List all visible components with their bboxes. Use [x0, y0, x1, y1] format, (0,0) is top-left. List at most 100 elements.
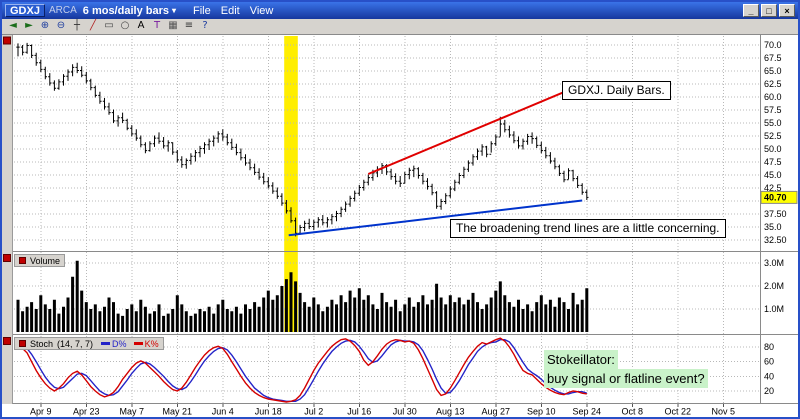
svg-text:2.0M: 2.0M	[764, 281, 784, 291]
svg-text:Oct 22: Oct 22	[664, 407, 691, 417]
menu-bar: File Edit View	[188, 5, 278, 17]
svg-text:20: 20	[764, 386, 774, 396]
stoch-pane-handle-icon[interactable]	[19, 340, 26, 347]
crosshair-icon[interactable]: ┼	[73, 20, 81, 31]
svg-text:47.5: 47.5	[764, 157, 782, 167]
svg-text:40.70: 40.70	[764, 192, 787, 202]
broadening-note-annotation[interactable]: The broadening trend lines are a little …	[450, 219, 726, 238]
maximize-button[interactable]: □	[761, 4, 777, 17]
legend-label: K%	[144, 338, 159, 349]
legend-swatch-icon	[133, 342, 143, 345]
grid-toggle-icon[interactable]: ▦	[168, 20, 178, 31]
svg-text:1.0M: 1.0M	[764, 304, 784, 314]
svg-text:May 21: May 21	[162, 407, 192, 417]
svg-text:40: 40	[764, 371, 774, 381]
window-titlebar[interactable]: GDXJ ARCA 6 mos/daily bars ▾ File Edit Vie…	[2, 2, 798, 19]
trendline-tool-icon[interactable]: ╱	[89, 20, 97, 31]
ellipse-tool-icon[interactable]: ○	[120, 20, 130, 31]
svg-text:Jul 2: Jul 2	[304, 407, 323, 417]
stoch-legend: D% K%	[101, 339, 159, 349]
help-icon[interactable]: ?	[202, 20, 208, 31]
upper-broadening-trendline[interactable]	[367, 89, 569, 175]
svg-text:80: 80	[764, 342, 774, 352]
volume-pane-handle-icon[interactable]	[19, 257, 26, 264]
lower-broadening-trendline[interactable]	[288, 199, 583, 237]
legend-kpct[interactable]: K%	[133, 338, 159, 349]
svg-text:Oct 8: Oct 8	[621, 407, 643, 417]
toolbar-icons: ◄ ► ⊕ ⊖ ┼ ╱ ▭ ○ A T ▦ ≡?	[6, 20, 212, 33]
legend-swatch-icon	[101, 342, 111, 345]
chart-title-annotation[interactable]: GDXJ. Daily Bars.	[562, 81, 671, 100]
svg-text:Jul 30: Jul 30	[393, 407, 417, 417]
pane-handle-icon[interactable]	[3, 36, 11, 45]
last-price-badge	[760, 190, 798, 204]
price-bars	[16, 42, 589, 237]
period-label: 6 mos/daily bars	[82, 4, 169, 17]
svg-text:May 7: May 7	[119, 407, 144, 417]
svg-text:45.0: 45.0	[764, 170, 782, 180]
svg-text:Aug 13: Aug 13	[436, 407, 465, 417]
zoom-in-icon[interactable]: ⊕	[40, 20, 50, 31]
pane-handle-icon[interactable]	[3, 254, 11, 262]
volume-bars	[16, 260, 589, 332]
svg-text:65.0: 65.0	[764, 66, 782, 76]
stoch-note-annotation[interactable]: Stokeillator: buy signal or flatline eve…	[544, 350, 708, 388]
svg-text:37.50: 37.50	[764, 209, 787, 219]
stoch-pane-label: Stoch	[30, 338, 54, 349]
svg-text:57.5: 57.5	[764, 105, 782, 115]
svg-text:35.0: 35.0	[764, 222, 782, 232]
stoch-pane-header: Stoch (14, 7, 7) D% K%	[14, 337, 164, 350]
svg-text:67.5: 67.5	[764, 53, 782, 63]
svg-text:Jun 18: Jun 18	[255, 407, 282, 417]
svg-text:Sep 10: Sep 10	[527, 407, 556, 417]
stoch-line-kpct	[17, 337, 587, 403]
svg-text:Jul 16: Jul 16	[347, 407, 371, 417]
svg-text:52.5: 52.5	[764, 131, 782, 141]
svg-text:62.5: 62.5	[764, 79, 782, 89]
rectangle-tool-icon[interactable]: ▭	[104, 20, 114, 31]
svg-text:3.0M: 3.0M	[764, 258, 784, 268]
period-selector[interactable]: 6 mos/daily bars ▾	[83, 5, 176, 17]
exchange-label: ARCA	[48, 5, 77, 16]
legend-label: D%	[112, 338, 127, 349]
volume-pane-header: Volume	[14, 254, 66, 267]
menu-file[interactable]: File	[193, 4, 211, 17]
svg-text:70.0: 70.0	[764, 40, 782, 50]
stoch-note-line1: Stokeillator:	[544, 350, 618, 369]
svg-text:60.0: 60.0	[764, 92, 782, 102]
legend-dpct[interactable]: D%	[101, 339, 127, 349]
svg-text:Apr 23: Apr 23	[73, 407, 100, 417]
pane-handle-icon[interactable]	[3, 337, 11, 345]
text-tool-icon[interactable]: A	[137, 20, 145, 31]
svg-text:32.50: 32.50	[764, 235, 787, 245]
window-controls: _ □ ×	[741, 4, 795, 17]
pane-gutter	[2, 35, 12, 404]
symbol-box[interactable]: GDXJ	[5, 4, 45, 17]
chart-area[interactable]: 70.0 67.5 65.0 62.5 60.0 57.5 55.0 52.5 50.0 47.5…	[2, 35, 798, 417]
chart-toolbar: ◄ ► ⊕ ⊖ ┼ ╱ ▭ ○ A T ▦ ≡?	[2, 19, 798, 35]
minimize-button[interactable]: _	[743, 4, 759, 17]
close-button[interactable]: ×	[779, 4, 795, 17]
svg-text:55.0: 55.0	[764, 118, 782, 128]
svg-text:Nov 5: Nov 5	[711, 407, 735, 417]
svg-text:Jun 4: Jun 4	[212, 407, 234, 417]
svg-text:Sep 24: Sep 24	[572, 407, 601, 417]
svg-text:60: 60	[764, 357, 774, 367]
settings-icon[interactable]: ≡	[184, 20, 194, 31]
stoch-pane-params: (14, 7, 7)	[57, 338, 94, 349]
stoch-note-line2: buy signal or flatline event?	[544, 369, 708, 388]
scroll-left-icon[interactable]: ◄	[9, 20, 17, 31]
svg-text:42.5: 42.5	[764, 183, 782, 193]
volume-pane-label: Volume	[30, 255, 61, 266]
label-tool-icon[interactable]: T	[153, 20, 161, 31]
scroll-right-icon[interactable]: ►	[25, 20, 33, 31]
menu-edit[interactable]: Edit	[220, 4, 240, 17]
chevron-down-icon: ▾	[171, 5, 176, 15]
svg-text:Aug 27: Aug 27	[481, 407, 510, 417]
stoch-line-dpct	[17, 339, 588, 402]
zoom-out-icon[interactable]: ⊖	[56, 20, 66, 31]
menu-view[interactable]: View	[249, 4, 274, 17]
svg-text:Apr 9: Apr 9	[30, 407, 52, 417]
svg-text:50.0: 50.0	[764, 144, 782, 154]
